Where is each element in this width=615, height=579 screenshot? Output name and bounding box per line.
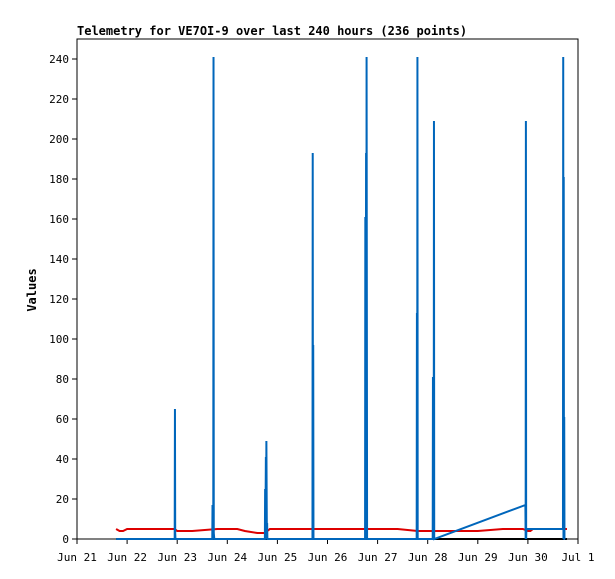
x-tick-label: Jun 30	[508, 551, 548, 564]
y-tick-label: 160	[49, 213, 69, 226]
x-axis: Jun 21 Jun 22 Jun 23 Jun 24 Jun 25 Jun 26 Jun …	[57, 539, 595, 564]
y-tick-label: 200	[49, 133, 69, 146]
y-tick-label: 240	[49, 53, 69, 66]
y-tick-label: 180	[49, 173, 69, 186]
x-tick-label: Jun 29	[458, 551, 498, 564]
series-layer	[115, 56, 567, 541]
y-tick-label: 80	[56, 373, 69, 386]
series-line-1	[115, 528, 567, 534]
x-tick-label: Jun 22	[107, 551, 147, 564]
y-tick-label: 40	[56, 453, 69, 466]
x-tick-label: Jun 28	[408, 551, 448, 564]
chart-title: Telemetry for VE7OI-9 over last 240 hour…	[77, 24, 467, 38]
plot-frame	[76, 38, 579, 540]
x-tick-label: Jun 21	[57, 551, 97, 564]
y-tick-label: 120	[49, 293, 69, 306]
x-tick-label: Jun 25	[258, 551, 298, 564]
y-tick-label: 140	[49, 253, 69, 266]
y-axis: 0 20 40 60 80 100 120 140 160 180 200 220 240	[49, 53, 77, 546]
y-tick-label: 60	[56, 413, 69, 426]
y-tick-label: 220	[49, 93, 69, 106]
y-tick-label: 100	[49, 333, 69, 346]
y-tick-label: 0	[62, 533, 69, 546]
x-tick-label: Jun 24	[207, 551, 247, 564]
y-tick-label: 20	[56, 493, 69, 506]
x-tick-label: Jun 23	[157, 551, 197, 564]
x-tick-label: Jun 27	[358, 551, 398, 564]
x-tick-label: Jul 1	[561, 551, 594, 564]
x-tick-label: Jun 26	[308, 551, 348, 564]
y-axis-label: Values	[25, 268, 39, 311]
series-line-2	[116, 56, 566, 541]
plot-area	[76, 38, 579, 540]
